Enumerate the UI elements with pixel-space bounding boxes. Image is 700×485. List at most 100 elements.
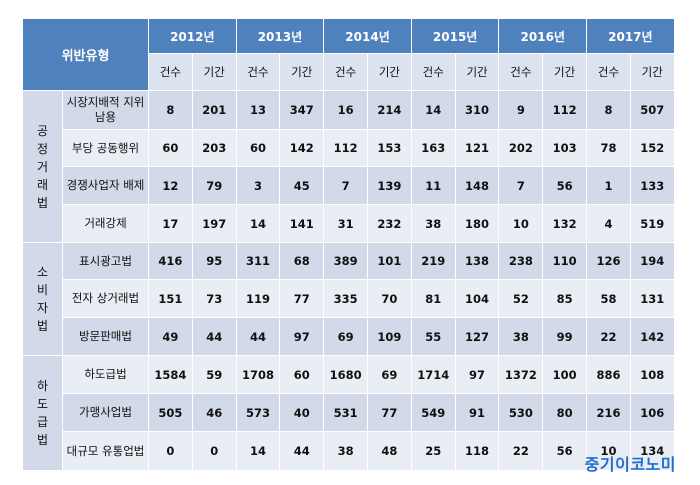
period-cell: 110 bbox=[542, 242, 588, 280]
count-cell: 530 bbox=[498, 393, 544, 432]
period-cell: 138 bbox=[454, 242, 500, 280]
period-cell: 109 bbox=[367, 317, 412, 356]
count-cell: 573 bbox=[235, 393, 281, 432]
count-cell: 112 bbox=[323, 129, 369, 167]
violation-type-label: 거래강제 bbox=[84, 216, 127, 230]
type-header: 위반유형 bbox=[22, 18, 149, 91]
count-cell: 52 bbox=[498, 279, 544, 318]
period-header: 기간 bbox=[542, 53, 588, 91]
table-row: 가맹사업법 505 46 573 40 531 77 549 91 530 80 216 106 bbox=[23, 393, 675, 432]
period-cell: 44 bbox=[191, 317, 237, 356]
violation-type-label: 가맹사업법 bbox=[79, 405, 132, 419]
period-cell: 45 bbox=[279, 166, 325, 205]
count-cell: 14 bbox=[410, 90, 456, 130]
period-cell: 48 bbox=[367, 431, 412, 471]
count-cell: 60 bbox=[148, 129, 193, 167]
period-cell: 153 bbox=[367, 129, 412, 167]
count-cell: 1714 bbox=[410, 355, 456, 394]
period-cell: 0 bbox=[191, 431, 237, 471]
count-cell: 7 bbox=[498, 166, 544, 205]
period-header: 기간 bbox=[279, 53, 325, 91]
year-header: 2013년 bbox=[235, 18, 325, 54]
period-cell: 91 bbox=[454, 393, 500, 432]
period-cell: 131 bbox=[629, 279, 675, 318]
period-cell: 194 bbox=[629, 242, 675, 280]
period-cell: 59 bbox=[191, 355, 237, 394]
year-header: 2012년 bbox=[148, 18, 237, 54]
count-header: 건수 bbox=[498, 53, 544, 91]
period-cell: 46 bbox=[191, 393, 237, 432]
year-header: 2015년 bbox=[410, 18, 500, 54]
period-cell: 79 bbox=[191, 166, 237, 205]
period-header: 기간 bbox=[191, 53, 237, 91]
count-cell: 1680 bbox=[323, 355, 369, 394]
count-cell: 531 bbox=[323, 393, 369, 432]
count-cell: 55 bbox=[410, 317, 456, 356]
period-cell: 80 bbox=[542, 393, 588, 432]
period-cell: 118 bbox=[454, 431, 500, 471]
period-header: 기간 bbox=[367, 53, 412, 91]
group-label-cell: 하도급법 bbox=[22, 355, 63, 471]
period-cell: 121 bbox=[454, 129, 500, 167]
violation-table: 위반유형 2012년 2013년 2014년 2015년 2016년 2017년… bbox=[22, 18, 675, 471]
count-cell: 14 bbox=[235, 204, 281, 243]
count-cell: 119 bbox=[235, 279, 281, 318]
violation-type-label: 전자 상거래법 bbox=[71, 291, 140, 305]
violation-type-cell: 가맹사업법 bbox=[62, 393, 149, 432]
violation-type-label: 시장지배적 지위남용 bbox=[66, 95, 145, 124]
period-cell: 101 bbox=[367, 242, 412, 280]
period-cell: 133 bbox=[629, 166, 675, 205]
period-cell: 148 bbox=[454, 166, 500, 205]
table-row: 소비자법 표시광고법 416 95 311 68 389 101 219 138 238 110 126… bbox=[22, 242, 675, 356]
count-cell: 151 bbox=[148, 279, 193, 318]
violation-type-label: 표시광고법 bbox=[79, 253, 132, 268]
count-cell: 44 bbox=[235, 317, 281, 356]
count-cell: 416 bbox=[148, 242, 193, 280]
count-cell: 549 bbox=[410, 393, 456, 432]
period-cell: 108 bbox=[629, 355, 675, 394]
period-cell: 201 bbox=[191, 90, 237, 130]
period-cell: 203 bbox=[191, 129, 237, 167]
period-cell: 519 bbox=[629, 204, 675, 243]
period-cell: 85 bbox=[542, 279, 588, 318]
count-cell: 163 bbox=[410, 129, 456, 167]
period-cell: 77 bbox=[367, 393, 412, 432]
table-body: 공정거래법 시장지배적 지위남용 8 201 13 347 16 214 14 310 9 112 8 5… bbox=[22, 90, 675, 471]
violation-type-label: 방문판매법 bbox=[79, 329, 132, 343]
count-cell: 49 bbox=[148, 317, 193, 356]
period-cell: 40 bbox=[279, 393, 325, 432]
count-header: 건수 bbox=[323, 53, 369, 91]
count-cell: 60 bbox=[235, 129, 281, 167]
violation-type-label: 부당 공동행위 bbox=[71, 140, 140, 155]
period-cell: 310 bbox=[454, 90, 500, 130]
period-cell: 141 bbox=[279, 204, 325, 243]
count-cell: 3 bbox=[235, 166, 281, 205]
period-cell: 97 bbox=[454, 355, 500, 394]
count-cell: 1708 bbox=[235, 355, 281, 394]
count-cell: 202 bbox=[498, 129, 544, 167]
violation-type-cell: 경쟁사업자 배제 bbox=[62, 166, 149, 205]
group-label-cell: 소비자법 bbox=[22, 242, 63, 356]
count-cell: 78 bbox=[586, 129, 631, 167]
count-cell: 69 bbox=[323, 317, 369, 356]
count-cell: 886 bbox=[586, 355, 631, 394]
period-cell: 56 bbox=[542, 431, 588, 471]
violation-type-cell: 전자 상거래법 bbox=[62, 279, 149, 318]
period-cell: 73 bbox=[191, 279, 237, 318]
period-cell: 134 bbox=[629, 431, 675, 471]
period-header: 기간 bbox=[454, 53, 500, 91]
period-cell: 232 bbox=[367, 204, 412, 243]
period-cell: 127 bbox=[454, 317, 500, 356]
period-cell: 139 bbox=[367, 166, 412, 205]
count-cell: 1 bbox=[586, 166, 631, 205]
count-cell: 7 bbox=[323, 166, 369, 205]
count-cell: 219 bbox=[410, 242, 456, 280]
group-label: 소비자법 bbox=[36, 265, 49, 333]
table-row: 거래강제 17 197 14 141 31 232 38 180 10 132 4 519 bbox=[23, 204, 675, 243]
table-row: 공정거래법 시장지배적 지위남용 8 201 13 347 16 214 14 310 9 112 8 5… bbox=[22, 90, 675, 243]
period-cell: 95 bbox=[191, 242, 237, 280]
period-cell: 44 bbox=[279, 431, 325, 471]
count-cell: 505 bbox=[148, 393, 193, 432]
period-cell: 56 bbox=[542, 166, 588, 205]
count-cell: 10 bbox=[586, 431, 631, 471]
